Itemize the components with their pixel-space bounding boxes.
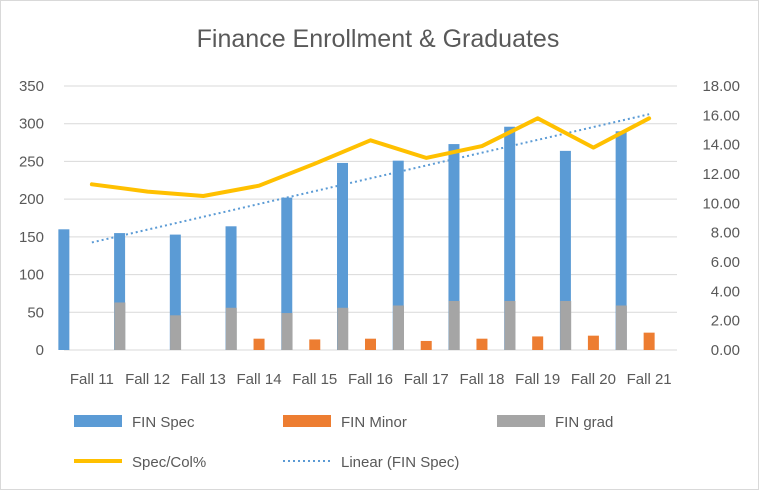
- x-tick-label: Fall 11: [70, 371, 114, 388]
- chart-title: Finance Enrollment & Graduates: [197, 25, 560, 53]
- left-tick-label: 0: [36, 342, 44, 359]
- bar-fin-spec: [448, 144, 460, 350]
- right-tick-label: 14.00: [702, 137, 740, 154]
- legend-label: Spec/Col%: [132, 454, 206, 471]
- bar-fin-spec: [504, 126, 516, 350]
- legend-label: FIN Spec: [132, 414, 195, 431]
- left-tick-label: 300: [19, 116, 44, 133]
- right-tick-label: 6.00: [711, 254, 740, 271]
- bars: [58, 126, 655, 350]
- right-axis: 0.00 2.00 4.00 6.00 8.00 10.00 12.00 14.00 16.00…: [702, 78, 740, 359]
- legend: FIN Spec FIN Minor FIN grad Spec/Col% Linear…: [74, 414, 613, 471]
- right-tick-label: 12.00: [702, 166, 740, 183]
- left-tick-label: 50: [27, 304, 44, 321]
- x-tick-label: Fall 13: [181, 371, 226, 388]
- legend-item-fin-minor: FIN Minor: [283, 414, 407, 431]
- right-tick-label: 18.00: [702, 78, 740, 95]
- x-tick-label: Fall 18: [459, 371, 504, 388]
- bar-fin-grad: [448, 300, 460, 350]
- bar-fin-minor: [532, 336, 544, 350]
- legend-swatch: [74, 415, 122, 427]
- bar-fin-grad: [337, 307, 349, 350]
- x-tick-label: Fall 16: [348, 371, 393, 388]
- legend-label: FIN grad: [555, 414, 613, 431]
- left-tick-label: 100: [19, 267, 44, 284]
- left-tick-label: 250: [19, 153, 44, 170]
- bar-fin-spec: [114, 233, 126, 350]
- bar-fin-minor: [365, 338, 376, 350]
- legend-item-fin-grad: FIN grad: [497, 414, 613, 431]
- right-tick-label: 10.00: [702, 195, 740, 212]
- legend-item-linear-fin-spec: Linear (FIN Spec): [283, 454, 459, 471]
- bar-fin-spec: [337, 162, 348, 350]
- bar-fin-minor: [309, 339, 321, 350]
- bar-fin-grad: [560, 300, 572, 350]
- bar-fin-spec: [615, 131, 627, 350]
- x-tick-label: Fall 12: [125, 371, 170, 388]
- bar-fin-grad: [281, 313, 293, 350]
- bar-fin-minor: [253, 338, 265, 350]
- legend-item-spec-col: Spec/Col%: [74, 454, 206, 471]
- left-axis: 0 50 100 150 200 250 300 350: [19, 78, 44, 359]
- series-lines: [89, 113, 652, 244]
- bar-fin-minor: [643, 332, 655, 350]
- bar-fin-minor: [476, 338, 488, 350]
- bar-fin-grad: [615, 305, 627, 350]
- right-tick-label: 8.00: [711, 225, 740, 242]
- legend-swatch: [283, 415, 331, 427]
- legend-label: Linear (FIN Spec): [341, 454, 459, 471]
- x-tick-label: Fall 21: [627, 371, 672, 388]
- x-tick-label: Fall 14: [237, 371, 282, 388]
- bar-fin-grad: [114, 302, 126, 350]
- bar-fin-spec: [559, 150, 571, 350]
- bar-fin-spec: [169, 234, 181, 350]
- right-tick-label: 4.00: [711, 283, 740, 300]
- bar-fin-grad: [393, 305, 404, 350]
- right-tick-label: 16.00: [702, 107, 740, 124]
- bar-fin-minor: [420, 340, 432, 350]
- x-tick-label: Fall 17: [404, 371, 449, 388]
- left-tick-label: 350: [19, 78, 44, 95]
- x-tick-label: Fall 15: [292, 371, 337, 388]
- bar-fin-spec: [225, 226, 237, 350]
- legend-label: FIN Minor: [341, 414, 407, 431]
- x-axis: Fall 11 Fall 12 Fall 13 Fall 14 Fall 15 Fall …: [70, 371, 672, 388]
- left-tick-label: 150: [19, 229, 44, 246]
- legend-item-fin-spec: FIN Spec: [74, 414, 195, 431]
- gridlines: [64, 85, 677, 351]
- trendline-linear-fin-spec: [91, 113, 650, 244]
- line-spec-col-percent: [89, 116, 652, 198]
- bar-fin-grad: [225, 307, 237, 350]
- bar-fin-minor: [587, 335, 599, 350]
- bar-fin-grad: [504, 300, 516, 350]
- bar-fin-spec: [392, 160, 404, 350]
- bar-fin-spec: [58, 229, 70, 350]
- x-tick-label: Fall 19: [515, 371, 560, 388]
- left-tick-label: 200: [19, 191, 44, 208]
- bar-fin-spec: [281, 197, 293, 350]
- legend-swatch: [497, 415, 545, 427]
- right-tick-label: 2.00: [711, 313, 740, 330]
- right-tick-label: 0.00: [711, 342, 740, 359]
- bar-fin-grad: [170, 315, 182, 350]
- x-tick-label: Fall 20: [571, 371, 616, 388]
